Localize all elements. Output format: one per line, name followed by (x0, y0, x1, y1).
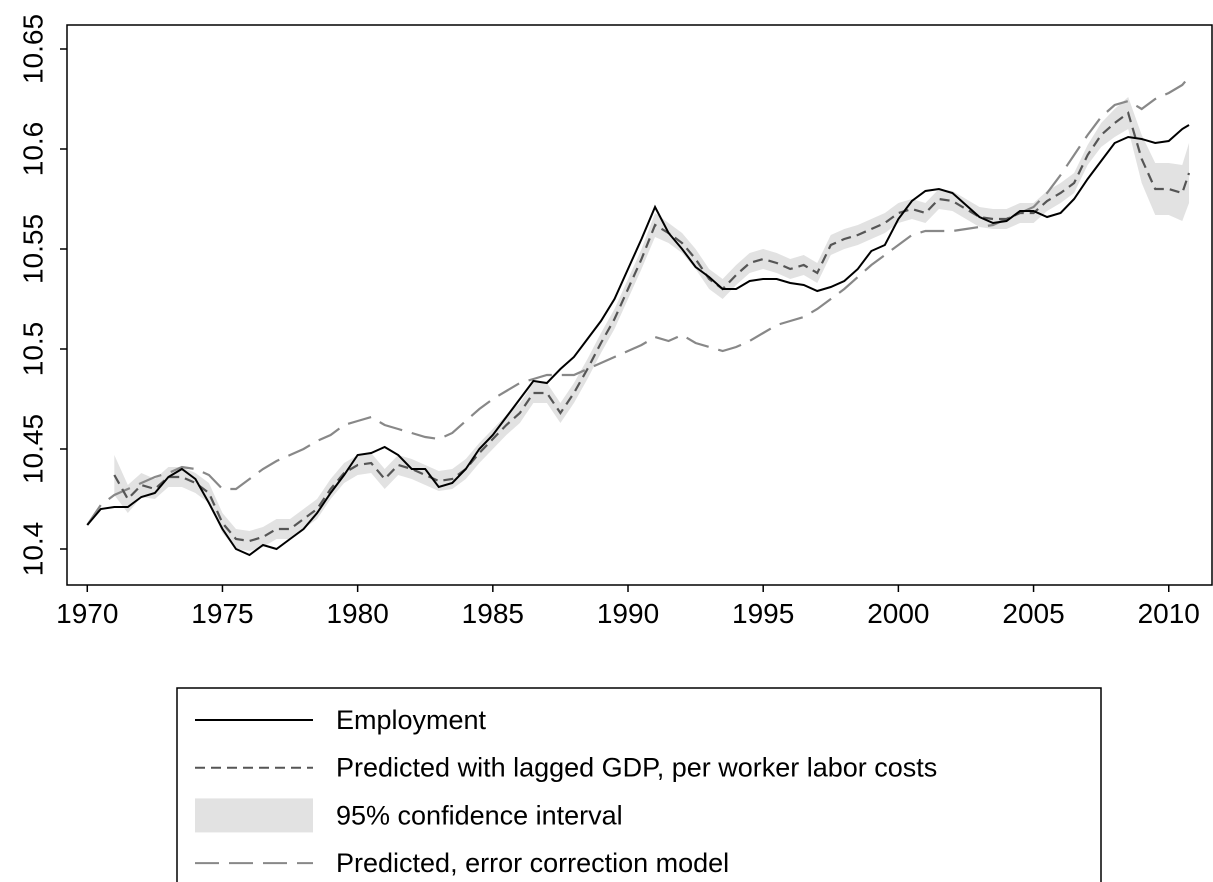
legend-swatch (195, 798, 313, 833)
legend-label: Employment (336, 705, 487, 735)
y-tick-label: 10.55 (17, 214, 48, 284)
legend-box (176, 687, 1102, 882)
series-line (86, 124, 1190, 557)
plot-frame (66, 24, 1213, 586)
y-tick-label: 10.65 (17, 14, 48, 84)
y-tick-label: 10.4 (17, 522, 48, 577)
confidence-band (114, 97, 1190, 551)
legend-label: Predicted with lagged GDP, per worker la… (336, 753, 937, 783)
series-line (86, 76, 1190, 526)
x-tick-label: 2000 (867, 598, 929, 629)
y-tick-label: 10.45 (17, 414, 48, 484)
x-tick-label: 1985 (462, 598, 524, 629)
legend: Employment Predicted with lagged GDP, per… (176, 687, 1102, 882)
x-tick-label: 1970 (56, 598, 118, 629)
x-tick-label: 1980 (326, 598, 388, 629)
y-tick-label: 10.6 (17, 122, 48, 177)
series-line (113, 111, 1191, 543)
x-tick-label: 2010 (1138, 598, 1200, 629)
legend-label: 95% confidence interval (336, 800, 623, 830)
x-tick-label: 1995 (732, 598, 794, 629)
legend-label: Predicted, error correction model (336, 848, 729, 878)
x-tick-label: 1990 (597, 598, 659, 629)
y-tick-label: 10.5 (17, 322, 48, 377)
x-tick-label: 1975 (191, 598, 253, 629)
x-tick-label: 2005 (1002, 598, 1064, 629)
